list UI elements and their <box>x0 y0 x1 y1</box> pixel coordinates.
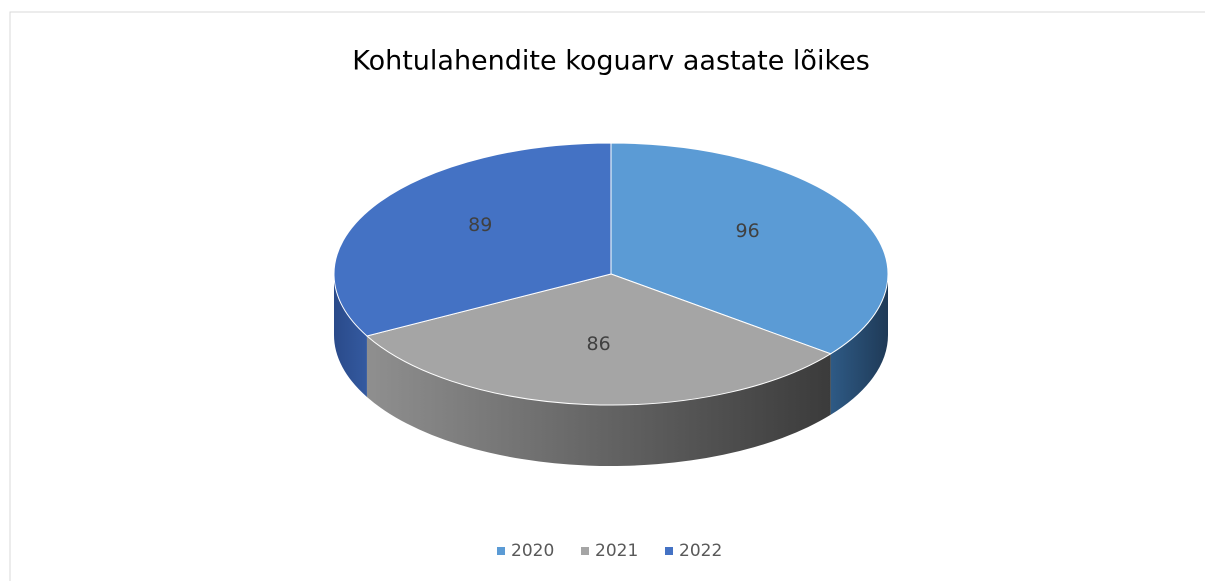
chart-frame <box>9 11 1205 581</box>
legend-swatch <box>497 547 505 555</box>
data-label: 96 <box>736 220 760 242</box>
legend-label: 2020 <box>511 541 554 561</box>
pie-side <box>366 335 831 466</box>
legend-label: 2022 <box>679 541 722 561</box>
pie-slice <box>610 142 889 355</box>
pie-slice <box>333 142 612 337</box>
legend-swatch <box>581 547 589 555</box>
data-label: 89 <box>468 214 492 236</box>
legend-label: 2021 <box>595 541 638 561</box>
legend-swatch <box>665 547 673 555</box>
pie-side <box>830 274 888 415</box>
data-label: 86 <box>587 333 611 355</box>
chart-title: Kohtulahendite koguarv aastate lõikes <box>352 46 870 77</box>
pie-side <box>334 274 367 397</box>
